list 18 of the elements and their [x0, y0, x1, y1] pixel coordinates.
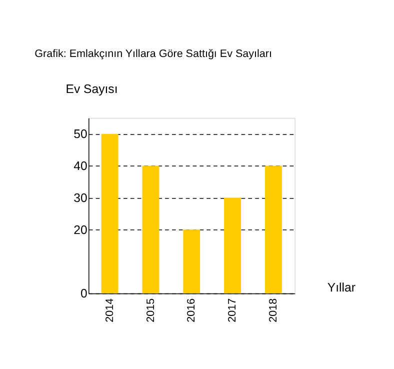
x-tick-label: 2017	[226, 298, 239, 322]
x-tick-label: 2014	[104, 298, 116, 322]
bar	[101, 134, 118, 294]
bar	[183, 230, 200, 294]
chart-title: Grafik: Emlakçının Yıllara Göre Sattığı Ev Sayıları	[34, 48, 272, 60]
bar	[224, 198, 241, 294]
x-tick-label: 2018	[268, 298, 280, 322]
y-tick-label: 40	[74, 159, 88, 174]
bar	[264, 166, 282, 294]
y-tick-label: 30	[74, 190, 88, 205]
x-axis-title: Yıllar	[327, 280, 356, 294]
y-tick-label: 20	[74, 222, 88, 237]
y-axis-title: Ev Sayısı	[66, 82, 118, 96]
x-tick-label: 2015	[144, 298, 157, 322]
bar	[142, 166, 160, 294]
y-tick-label: 0	[80, 286, 88, 301]
x-tick-label: 2016	[186, 298, 198, 322]
y-tick-label: 50	[74, 127, 88, 142]
